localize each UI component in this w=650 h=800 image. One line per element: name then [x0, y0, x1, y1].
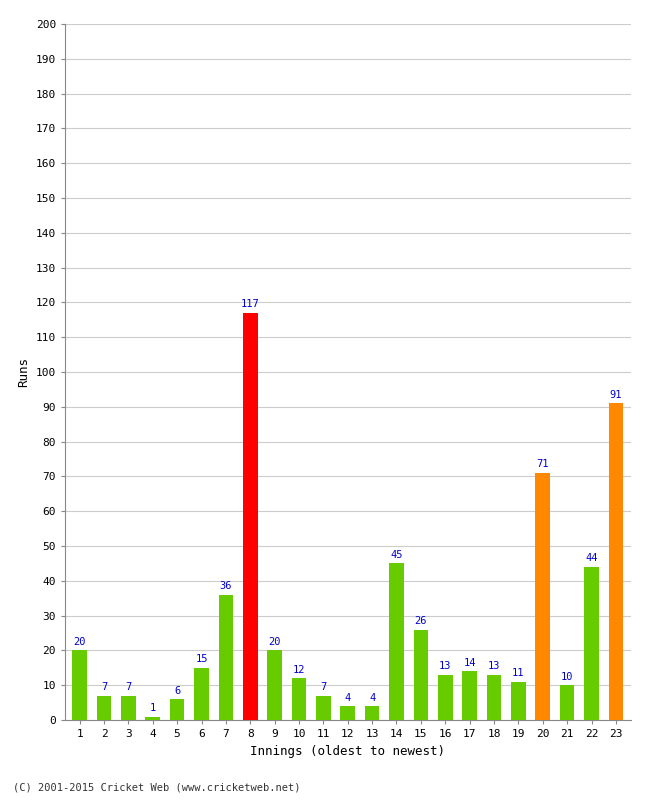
Bar [389, 563, 404, 720]
Bar [218, 594, 233, 720]
Text: 26: 26 [415, 616, 427, 626]
Text: 15: 15 [195, 654, 208, 664]
Bar [292, 678, 306, 720]
Text: 44: 44 [585, 554, 598, 563]
Bar [511, 682, 526, 720]
Text: 13: 13 [439, 662, 452, 671]
Bar [121, 696, 136, 720]
Bar [146, 717, 160, 720]
Y-axis label: Runs: Runs [17, 357, 30, 387]
Text: 7: 7 [320, 682, 326, 692]
Text: 91: 91 [610, 390, 622, 400]
Text: 4: 4 [344, 693, 351, 702]
Text: 1: 1 [150, 703, 156, 713]
Bar [97, 696, 111, 720]
Text: 7: 7 [101, 682, 107, 692]
Text: 20: 20 [73, 637, 86, 647]
Bar [536, 473, 550, 720]
Text: 7: 7 [125, 682, 131, 692]
Text: 6: 6 [174, 686, 180, 696]
Bar [584, 567, 599, 720]
Bar [267, 650, 282, 720]
Text: 20: 20 [268, 637, 281, 647]
Text: 10: 10 [561, 672, 573, 682]
Text: 36: 36 [220, 582, 232, 591]
Text: 71: 71 [536, 459, 549, 470]
Bar [243, 313, 257, 720]
X-axis label: Innings (oldest to newest): Innings (oldest to newest) [250, 745, 445, 758]
Text: 13: 13 [488, 662, 500, 671]
Bar [194, 668, 209, 720]
Bar [316, 696, 331, 720]
Text: 117: 117 [241, 299, 259, 310]
Bar [462, 671, 477, 720]
Bar [72, 650, 87, 720]
Bar [487, 674, 501, 720]
Bar [341, 706, 355, 720]
Bar [365, 706, 380, 720]
Text: 11: 11 [512, 668, 525, 678]
Text: 45: 45 [390, 550, 403, 560]
Bar [560, 685, 575, 720]
Text: 14: 14 [463, 658, 476, 668]
Text: 12: 12 [292, 665, 306, 674]
Bar [608, 403, 623, 720]
Bar [413, 630, 428, 720]
Bar [170, 699, 185, 720]
Text: 4: 4 [369, 693, 375, 702]
Text: (C) 2001-2015 Cricket Web (www.cricketweb.net): (C) 2001-2015 Cricket Web (www.cricketwe… [13, 782, 300, 792]
Bar [438, 674, 452, 720]
